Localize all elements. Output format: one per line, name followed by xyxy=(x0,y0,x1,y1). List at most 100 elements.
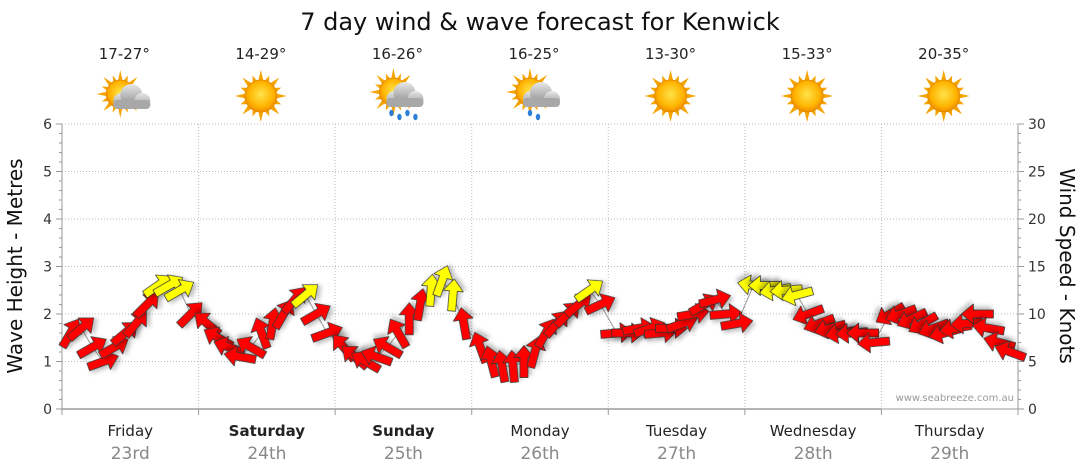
sun-ray xyxy=(917,93,929,99)
left-tick-label: 6 xyxy=(43,117,52,133)
left-tick-label: 5 xyxy=(43,165,52,181)
wind-arrow xyxy=(432,265,454,298)
wind-arrow xyxy=(236,336,268,360)
day-name: Tuesday xyxy=(645,422,707,440)
wind-arrow-shape xyxy=(950,313,984,335)
wind-arrow-shape xyxy=(290,284,319,309)
wind-arrow xyxy=(896,307,929,330)
sun-ray xyxy=(117,106,123,118)
cloud-base xyxy=(113,100,151,109)
sun-ray xyxy=(258,70,264,82)
wind-arrow xyxy=(960,303,994,325)
right-tick-label: 30 xyxy=(1028,117,1046,133)
wind-arrow xyxy=(361,345,394,367)
day-date: 27th xyxy=(657,444,696,464)
wind-arrows xyxy=(58,265,1027,384)
wind-arrow-shape xyxy=(361,345,394,367)
wind-arrow-shape xyxy=(480,345,501,379)
day-name: Thursday xyxy=(914,422,985,440)
wind-arrow-shape xyxy=(885,304,918,326)
sun-ray xyxy=(369,89,381,95)
sun-ray xyxy=(804,70,810,82)
sun-ray xyxy=(258,110,264,122)
temperature-range: 14-29° xyxy=(235,45,286,63)
wind-arrow-shape xyxy=(300,302,331,326)
day-labels: Friday 23rd Saturday 24th Sunday 25th Monday 26… xyxy=(61,409,1019,464)
sun-ray xyxy=(958,93,970,99)
wind-arrow xyxy=(176,302,203,329)
wind-arrow xyxy=(452,307,474,341)
left-tick-label: 1 xyxy=(43,355,52,371)
right-tick-label: 10 xyxy=(1028,307,1046,323)
wind-arrow xyxy=(747,275,781,296)
sun-ray xyxy=(667,110,674,122)
sun-cloud-rain-icon xyxy=(369,68,424,121)
day-name: Sunday xyxy=(372,422,435,440)
day-date: 28th xyxy=(794,444,833,464)
wind-arrow xyxy=(398,302,420,336)
right-tick-label: 25 xyxy=(1028,165,1046,181)
right-tick-label: 15 xyxy=(1028,260,1046,276)
wind-arrow xyxy=(223,345,257,367)
wind-arrow-shape xyxy=(747,275,781,296)
temperature-range: 16-25° xyxy=(508,45,559,63)
sun-ray xyxy=(391,104,396,116)
rain-drop xyxy=(405,109,410,117)
sun-ray xyxy=(804,110,810,122)
sun-disc xyxy=(244,79,278,113)
day-date: 29th xyxy=(930,444,969,464)
wind-arrow xyxy=(885,304,918,326)
wind-arrow xyxy=(846,322,880,344)
wind-arrow xyxy=(66,317,95,342)
wind-arrow xyxy=(300,302,331,326)
wind-arrow-shape xyxy=(846,322,880,344)
wind-arrow xyxy=(792,304,825,326)
wind-arrow xyxy=(290,284,319,309)
wind-arrow-shape xyxy=(250,317,272,350)
day-name: Friday xyxy=(108,422,154,440)
wind-arrow-shape xyxy=(421,273,442,307)
wind-arrow-shape xyxy=(769,280,803,301)
wind-arrow xyxy=(573,279,604,304)
wind-arrow-shape xyxy=(442,278,464,312)
wind-arrow-shape xyxy=(387,318,411,350)
temperature-range: 16-26° xyxy=(372,45,423,63)
sun-ray xyxy=(781,93,793,99)
rain-drop xyxy=(535,113,541,121)
sun-ray xyxy=(117,70,123,82)
wind-arrow-shape xyxy=(66,317,95,342)
wind-arrow xyxy=(152,274,184,298)
sun-ray xyxy=(644,93,656,99)
wind-arrow-shape xyxy=(152,274,184,298)
sun-icon xyxy=(234,70,287,122)
credit-text: www.seabreeze.com.au xyxy=(896,393,1014,404)
wind-arrow-shape xyxy=(76,336,107,360)
sun-ray xyxy=(506,89,518,95)
cloud-base xyxy=(386,98,424,107)
right-axis-title: Wind Speed - Knots xyxy=(1055,168,1079,364)
wind-arrow-shape xyxy=(176,302,203,329)
day-date: 24th xyxy=(247,444,286,464)
wind-arrow xyxy=(421,273,442,307)
sun-disc xyxy=(654,79,687,113)
wind-arrow xyxy=(857,332,891,354)
cloud xyxy=(113,84,151,109)
left-axis-ticks: 0 1 2 3 4 5 6 xyxy=(43,117,62,418)
left-tick-label: 3 xyxy=(43,260,52,276)
temperature-range: 17-27° xyxy=(99,45,150,63)
wind-arrow xyxy=(76,336,107,360)
wind-arrow-shape xyxy=(698,288,732,309)
wind-arrow xyxy=(513,345,535,378)
wind-arrow xyxy=(163,279,195,303)
wind-arrow xyxy=(373,336,404,360)
wind-arrow-shape xyxy=(122,310,147,339)
wind-arrow-shape xyxy=(857,332,891,354)
wind-arrow-shape xyxy=(513,345,535,378)
rain-drop xyxy=(389,109,394,117)
wind-arrow xyxy=(950,313,984,335)
right-tick-label: 5 xyxy=(1028,355,1037,371)
wind-arrow xyxy=(480,345,501,379)
sun-cloud-drizzle-icon xyxy=(506,68,560,121)
wind-arrow xyxy=(994,340,1027,362)
